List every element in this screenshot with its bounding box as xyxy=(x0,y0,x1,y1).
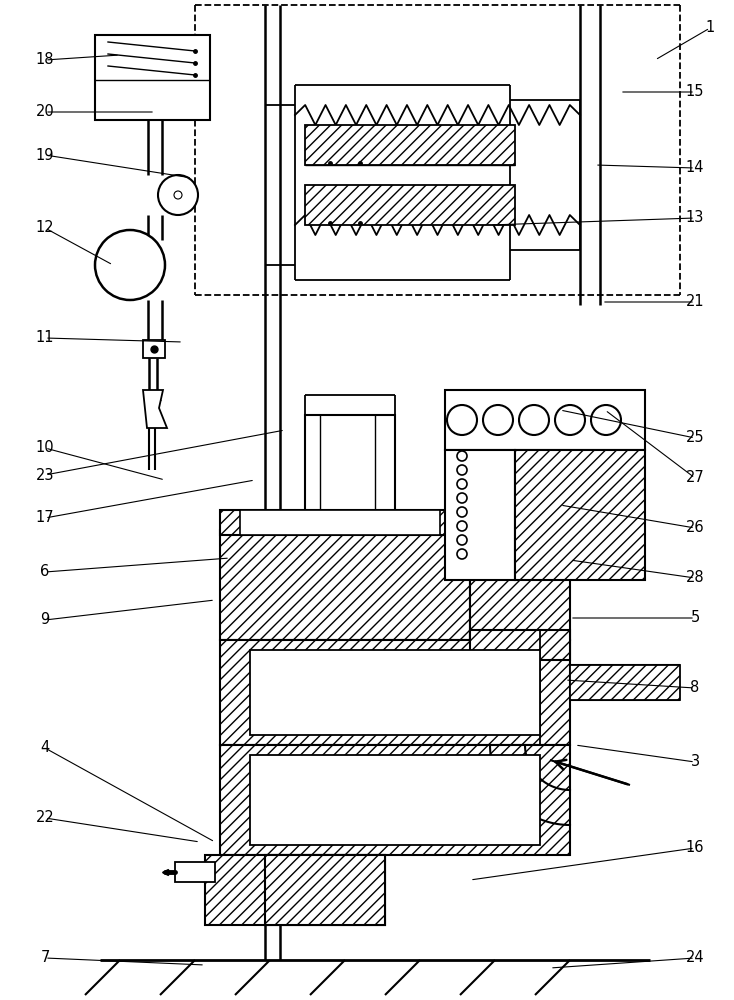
Text: 6: 6 xyxy=(40,564,50,580)
Bar xyxy=(445,450,515,580)
Bar xyxy=(570,665,680,700)
Circle shape xyxy=(447,405,477,435)
Text: 17: 17 xyxy=(36,510,54,526)
Circle shape xyxy=(591,405,621,435)
Circle shape xyxy=(457,479,467,489)
Bar xyxy=(250,650,540,735)
Bar xyxy=(220,640,570,745)
Text: 21: 21 xyxy=(686,294,705,310)
Bar xyxy=(220,530,470,640)
Text: 18: 18 xyxy=(36,52,54,68)
Polygon shape xyxy=(143,390,167,428)
Text: 25: 25 xyxy=(686,430,705,446)
Circle shape xyxy=(457,465,467,475)
Bar xyxy=(240,510,440,535)
Circle shape xyxy=(457,549,467,559)
Bar xyxy=(445,450,645,580)
Text: 22: 22 xyxy=(36,810,54,826)
Circle shape xyxy=(555,405,585,435)
Circle shape xyxy=(457,521,467,531)
Bar xyxy=(305,125,515,165)
Bar xyxy=(175,862,215,882)
Circle shape xyxy=(483,405,513,435)
Text: 11: 11 xyxy=(36,330,54,346)
Text: 1: 1 xyxy=(705,20,715,35)
Text: 23: 23 xyxy=(36,468,54,483)
Circle shape xyxy=(457,535,467,545)
Text: 24: 24 xyxy=(686,950,705,966)
Text: 12: 12 xyxy=(36,221,54,235)
Bar xyxy=(265,855,385,925)
Bar xyxy=(220,510,470,535)
Bar xyxy=(470,630,570,660)
Circle shape xyxy=(457,507,467,517)
Text: 19: 19 xyxy=(36,147,54,162)
Circle shape xyxy=(174,191,182,199)
Bar xyxy=(205,855,385,925)
Text: 27: 27 xyxy=(686,471,705,486)
Text: 9: 9 xyxy=(40,612,50,628)
Text: 26: 26 xyxy=(686,520,705,536)
Bar xyxy=(515,450,645,580)
Bar xyxy=(95,35,210,120)
Bar xyxy=(470,530,570,640)
Text: 20: 20 xyxy=(36,104,54,119)
Text: 14: 14 xyxy=(686,160,704,176)
Text: 10: 10 xyxy=(36,440,54,456)
Text: 4: 4 xyxy=(40,740,50,756)
Text: 13: 13 xyxy=(686,211,704,226)
Text: 8: 8 xyxy=(691,680,700,696)
Bar xyxy=(250,755,540,845)
Circle shape xyxy=(95,230,165,300)
Circle shape xyxy=(457,451,467,461)
Text: 3: 3 xyxy=(691,754,700,770)
Text: 5: 5 xyxy=(691,610,700,626)
Circle shape xyxy=(457,493,467,503)
Bar xyxy=(305,415,395,510)
Circle shape xyxy=(158,175,198,215)
Circle shape xyxy=(519,405,549,435)
Text: 15: 15 xyxy=(686,85,704,100)
Text: 16: 16 xyxy=(686,840,704,856)
Bar xyxy=(305,185,515,225)
Bar xyxy=(220,745,570,855)
Bar xyxy=(445,390,645,450)
Text: 7: 7 xyxy=(40,950,50,966)
Text: 28: 28 xyxy=(686,570,705,585)
Bar xyxy=(143,340,165,358)
